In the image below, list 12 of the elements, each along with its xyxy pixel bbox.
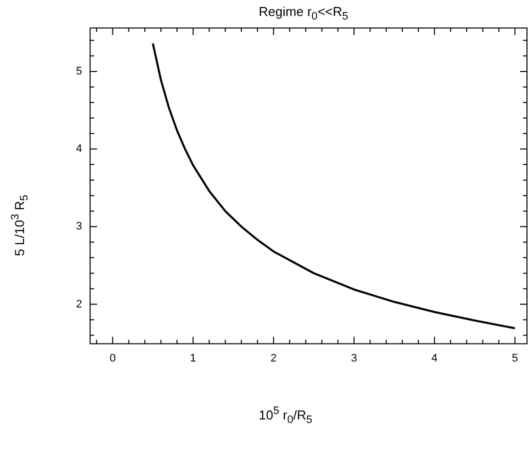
x-tick-label: 5 bbox=[512, 352, 518, 364]
y-tick-label: 5 bbox=[76, 65, 82, 78]
x-tick-label: 0 bbox=[110, 352, 116, 364]
y-tick-label: 2 bbox=[76, 298, 82, 310]
x-tick-label: 4 bbox=[431, 352, 438, 364]
y-tick-label: 4 bbox=[76, 143, 82, 156]
chart-title: Regime r$_{0}$<<R$_{5}$ bbox=[258, 4, 350, 23]
x-tick-label: 2 bbox=[270, 352, 277, 364]
x-tick-label: 3 bbox=[350, 352, 358, 364]
x-tick-label: 1 bbox=[190, 352, 196, 364]
y-tick-label: 3 bbox=[76, 220, 82, 233]
x-axis-title: 10$^{5}$ r$_{0}$/R$_{5}$ bbox=[258, 405, 312, 426]
